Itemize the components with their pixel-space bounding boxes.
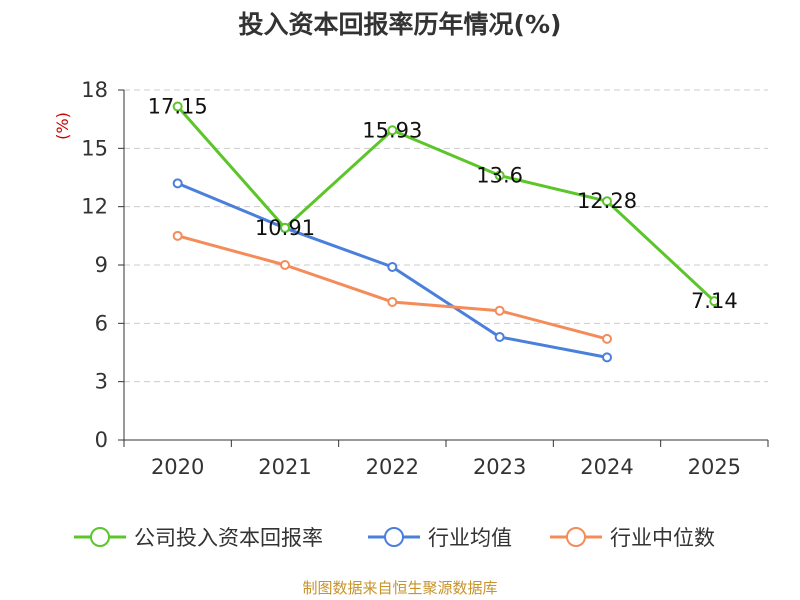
series-layer [172,101,720,363]
y-tick-label: 0 [95,428,108,452]
data-label: 15.93 [362,118,422,142]
y-tick-label: 9 [95,253,108,277]
data-labels: 17.15 10.91 15.93 13.6 12.28 7.14 [148,95,738,314]
legend[interactable]: 公司投入资本回报率 行业均值 行业中位数 [74,526,715,550]
series-line-1 [176,105,716,303]
axes: 0 3 6 9 12 15 18 2020 2021 2022 2023 2024 2025 [81,78,769,479]
legend-label: 行业均值 [428,526,512,550]
x-tick-label: 2021 [258,455,311,479]
x-tick-label: 2024 [580,455,633,479]
data-point [172,101,183,112]
data-point [280,222,290,233]
y-tick-label: 12 [81,195,108,219]
data-point [387,261,398,272]
legend-item-3[interactable]: 行业中位数 [550,526,715,550]
data-point [172,230,183,241]
y-axis-unit: (%) [53,112,72,140]
data-point [280,260,290,270]
x-tick-label: 2022 [366,455,419,479]
data-label: 17.15 [148,95,208,119]
legend-marker [90,527,110,547]
x-tick-label: 2025 [688,455,741,479]
legend-label: 公司投入资本回报率 [134,526,323,550]
data-point [602,333,612,344]
series-line-3 [177,234,608,341]
data-label: 12.28 [577,189,637,213]
source-note: 制图数据来自恒生聚源数据库 [302,579,497,597]
legend-marker [384,527,404,547]
legend-marker [566,527,586,547]
grid-lines [124,89,768,383]
legend-label: 行业中位数 [610,526,715,550]
data-point [709,296,720,307]
x-tick-label: 2023 [473,455,526,479]
data-point [602,352,612,363]
legend-item-1[interactable]: 公司投入资本回报率 [74,526,323,550]
data-label: 13.6 [476,164,523,188]
data-point [387,125,398,136]
data-point [494,305,505,316]
data-point [172,178,183,189]
x-tick-label: 2020 [151,455,204,479]
data-point [494,170,505,181]
data-label: 10.91 [255,216,315,240]
data-point [494,331,505,342]
data-label: 7.14 [691,289,738,313]
chart-title: 投入资本回报率历年情况(%) [239,10,562,39]
y-tick-label: 15 [81,136,108,160]
y-tick-label: 18 [81,78,108,102]
data-point [602,196,612,207]
legend-item-2[interactable]: 行业均值 [368,526,512,550]
data-point [387,296,398,307]
y-tick-label: 3 [95,370,108,394]
y-tick-label: 6 [95,311,108,335]
